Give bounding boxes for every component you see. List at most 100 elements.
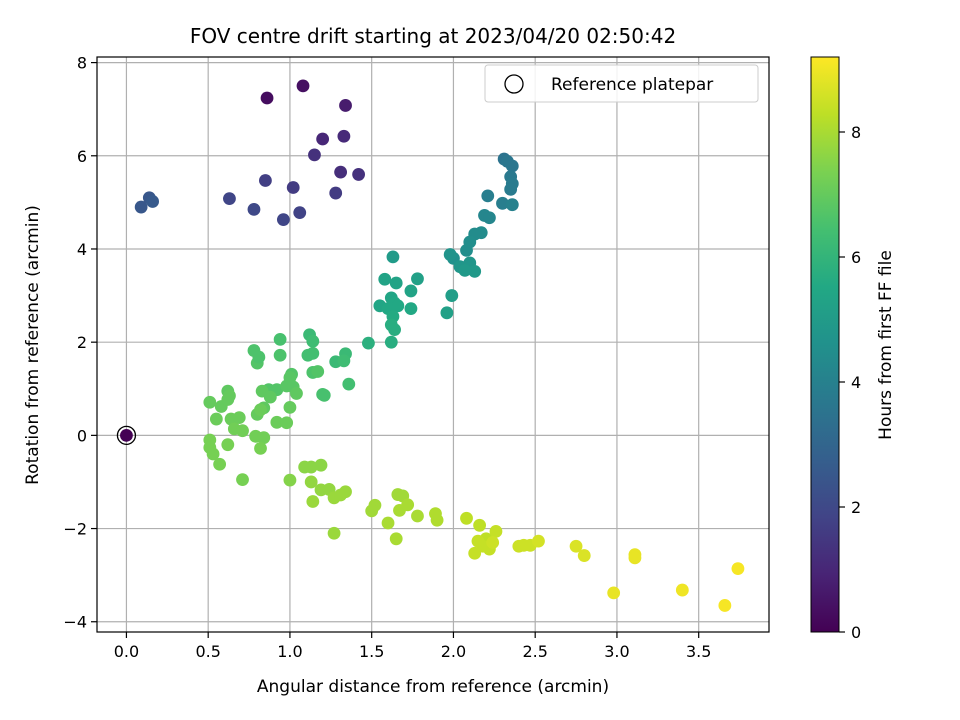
data-point xyxy=(569,539,583,553)
data-point xyxy=(473,518,486,532)
data-point xyxy=(504,182,518,196)
data-point xyxy=(280,416,294,430)
grid xyxy=(97,57,769,632)
colorbar-gradient xyxy=(810,56,840,633)
data-point xyxy=(260,91,274,105)
data-point xyxy=(209,412,223,426)
y-axis-ticks: −4 −2 0 2 4 6 8 xyxy=(63,54,97,632)
x-axis-ticks: 0.0 0.5 1.0 1.5 2.0 2.5 3.0 3.5 xyxy=(114,632,711,661)
data-point xyxy=(337,354,351,368)
data-point xyxy=(283,473,297,487)
x-tick-label: 0.0 xyxy=(114,642,139,661)
data-point xyxy=(327,526,341,540)
data-point xyxy=(311,365,325,378)
y-axis-label: Rotation from reference (arcmin) xyxy=(23,205,43,485)
data-point xyxy=(468,264,482,278)
data-point xyxy=(628,551,642,565)
data-point xyxy=(293,206,307,220)
data-point xyxy=(203,395,217,409)
data-point xyxy=(404,284,418,298)
colorbar-label: Hours from first FF file xyxy=(876,250,896,440)
chart-title: FOV centre drift starting at 2023/04/20 … xyxy=(190,24,676,48)
legend-box xyxy=(484,64,759,103)
data-point xyxy=(270,415,284,429)
data-point xyxy=(458,264,472,277)
data-point xyxy=(440,306,454,320)
x-tick-label: 1.5 xyxy=(359,642,384,661)
x-tick-label: 1.0 xyxy=(277,642,302,661)
y-tick-label: 0 xyxy=(77,426,87,445)
legend-entry-reference-platepar: Reference platepar xyxy=(551,75,713,95)
data-point xyxy=(505,159,519,173)
data-point xyxy=(232,411,246,425)
data-point xyxy=(259,174,272,187)
data-point xyxy=(329,186,343,200)
x-axis-label: Angular distance from reference (arcmin) xyxy=(257,677,609,697)
data-point xyxy=(460,511,473,525)
data-point xyxy=(378,272,392,286)
colorbar-ticks: 0 2 4 6 8 xyxy=(839,123,861,642)
data-point xyxy=(306,334,320,348)
x-tick-label: 2.0 xyxy=(441,642,466,661)
data-point xyxy=(296,79,310,93)
y-tick-label: −4 xyxy=(63,613,87,632)
data-point xyxy=(286,181,300,194)
data-point xyxy=(471,534,485,548)
data-point xyxy=(404,302,418,316)
data-point xyxy=(221,393,235,406)
data-point xyxy=(120,428,133,442)
data-point xyxy=(411,509,424,523)
y-tick-label: 6 xyxy=(77,147,87,166)
data-point xyxy=(290,387,303,400)
data-point xyxy=(468,546,482,560)
legend-reference-marker xyxy=(504,74,524,94)
data-point xyxy=(206,447,220,461)
data-point xyxy=(213,457,227,471)
colorbar-tick-label: 0 xyxy=(851,623,861,642)
data-point xyxy=(263,390,277,404)
data-point xyxy=(577,549,591,562)
x-tick-label: 2.5 xyxy=(522,642,547,661)
data-point xyxy=(306,495,320,508)
data-point xyxy=(254,442,267,455)
data-point xyxy=(445,289,459,302)
data-point xyxy=(273,348,287,362)
plot-frame xyxy=(96,56,770,633)
x-tick-label: 3.0 xyxy=(604,642,629,661)
data-point xyxy=(134,200,148,214)
colorbar: 0 2 4 6 8 Hours from first FF file xyxy=(810,56,896,642)
data-point xyxy=(481,189,495,203)
data-point xyxy=(389,532,403,546)
data-point xyxy=(283,401,297,414)
colorbar-tick-label: 2 xyxy=(851,498,861,517)
data-point xyxy=(334,165,348,179)
data-point xyxy=(731,562,745,576)
data-point xyxy=(362,336,375,350)
data-point xyxy=(146,195,159,208)
data-point xyxy=(308,148,321,162)
data-point xyxy=(718,599,732,612)
data-point xyxy=(273,332,287,346)
data-point xyxy=(236,424,249,438)
data-point xyxy=(483,211,496,225)
data-point xyxy=(339,485,352,499)
data-point xyxy=(337,129,351,143)
data-points xyxy=(120,79,745,612)
data-point xyxy=(306,346,320,360)
x-tick-label: 3.5 xyxy=(686,642,711,661)
data-point xyxy=(505,198,519,212)
data-point xyxy=(384,335,398,349)
data-point xyxy=(430,513,444,527)
x-tick-label: 0.5 xyxy=(195,642,220,661)
y-tick-label: 2 xyxy=(77,333,87,352)
y-tick-label: 8 xyxy=(77,54,87,73)
data-point xyxy=(339,99,352,112)
data-point xyxy=(365,504,379,518)
y-tick-label: 4 xyxy=(77,240,87,259)
y-tick-label: −2 xyxy=(63,520,87,539)
colorbar-tick-label: 6 xyxy=(851,248,861,267)
data-point xyxy=(388,323,401,336)
data-point xyxy=(532,534,545,548)
